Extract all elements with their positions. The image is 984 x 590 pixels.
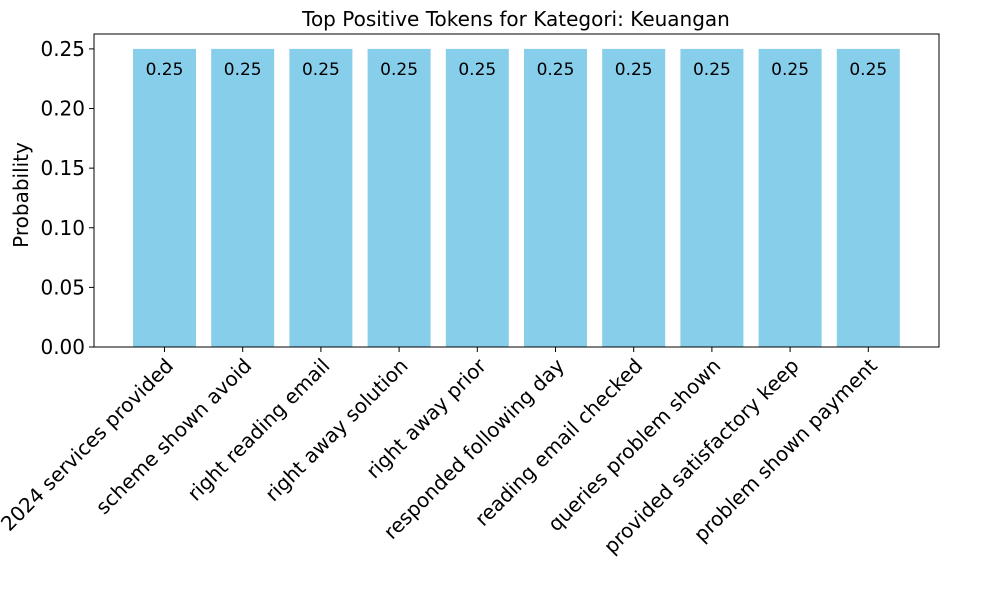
data-label: 0.25: [146, 60, 184, 80]
data-label: 0.25: [771, 60, 809, 80]
x-tick-label: right reading email: [183, 354, 335, 506]
bars-group: [133, 48, 900, 348]
x-tick-label: right away solution: [260, 354, 412, 506]
data-label: 0.25: [849, 60, 887, 80]
y-axis-label: Probability: [9, 142, 33, 248]
data-label: 0.25: [302, 60, 340, 80]
x-tick-label: scheme shown avoid: [91, 354, 256, 519]
bar: [524, 48, 587, 348]
data-label: 0.25: [458, 60, 496, 80]
y-tick-label: 0.10: [40, 216, 85, 240]
bar: [289, 48, 353, 348]
data-label: 0.25: [615, 60, 653, 80]
y-axis: 0.00 0.05 0.10 0.15 0.20 0.25: [40, 37, 94, 359]
plot-frame: [93, 33, 940, 348]
y-tick-label: 0.25: [40, 37, 85, 61]
y-tick-label: 0.20: [40, 97, 85, 121]
bar: [211, 48, 275, 348]
chart-title: Top Positive Tokens for Kategori: Keuang…: [301, 7, 730, 31]
y-tick-label: 0.15: [40, 156, 85, 180]
bar: [367, 48, 431, 348]
data-label: 0.25: [224, 60, 262, 80]
bar: [758, 48, 822, 348]
bar: [680, 48, 744, 348]
bar: [445, 48, 509, 348]
bar: [602, 48, 666, 348]
y-tick-label: 0.00: [40, 335, 85, 359]
y-tick-label: 0.05: [40, 275, 85, 299]
data-label: 0.25: [380, 60, 418, 80]
data-label: 0.25: [537, 60, 575, 80]
bar: [133, 48, 196, 348]
data-label: 0.25: [693, 60, 731, 80]
bar: [836, 48, 900, 348]
data-labels-group: 0.25 0.25 0.25 0.25 0.25 0.25 0.25 0.25 0.25 0.25: [146, 60, 888, 80]
